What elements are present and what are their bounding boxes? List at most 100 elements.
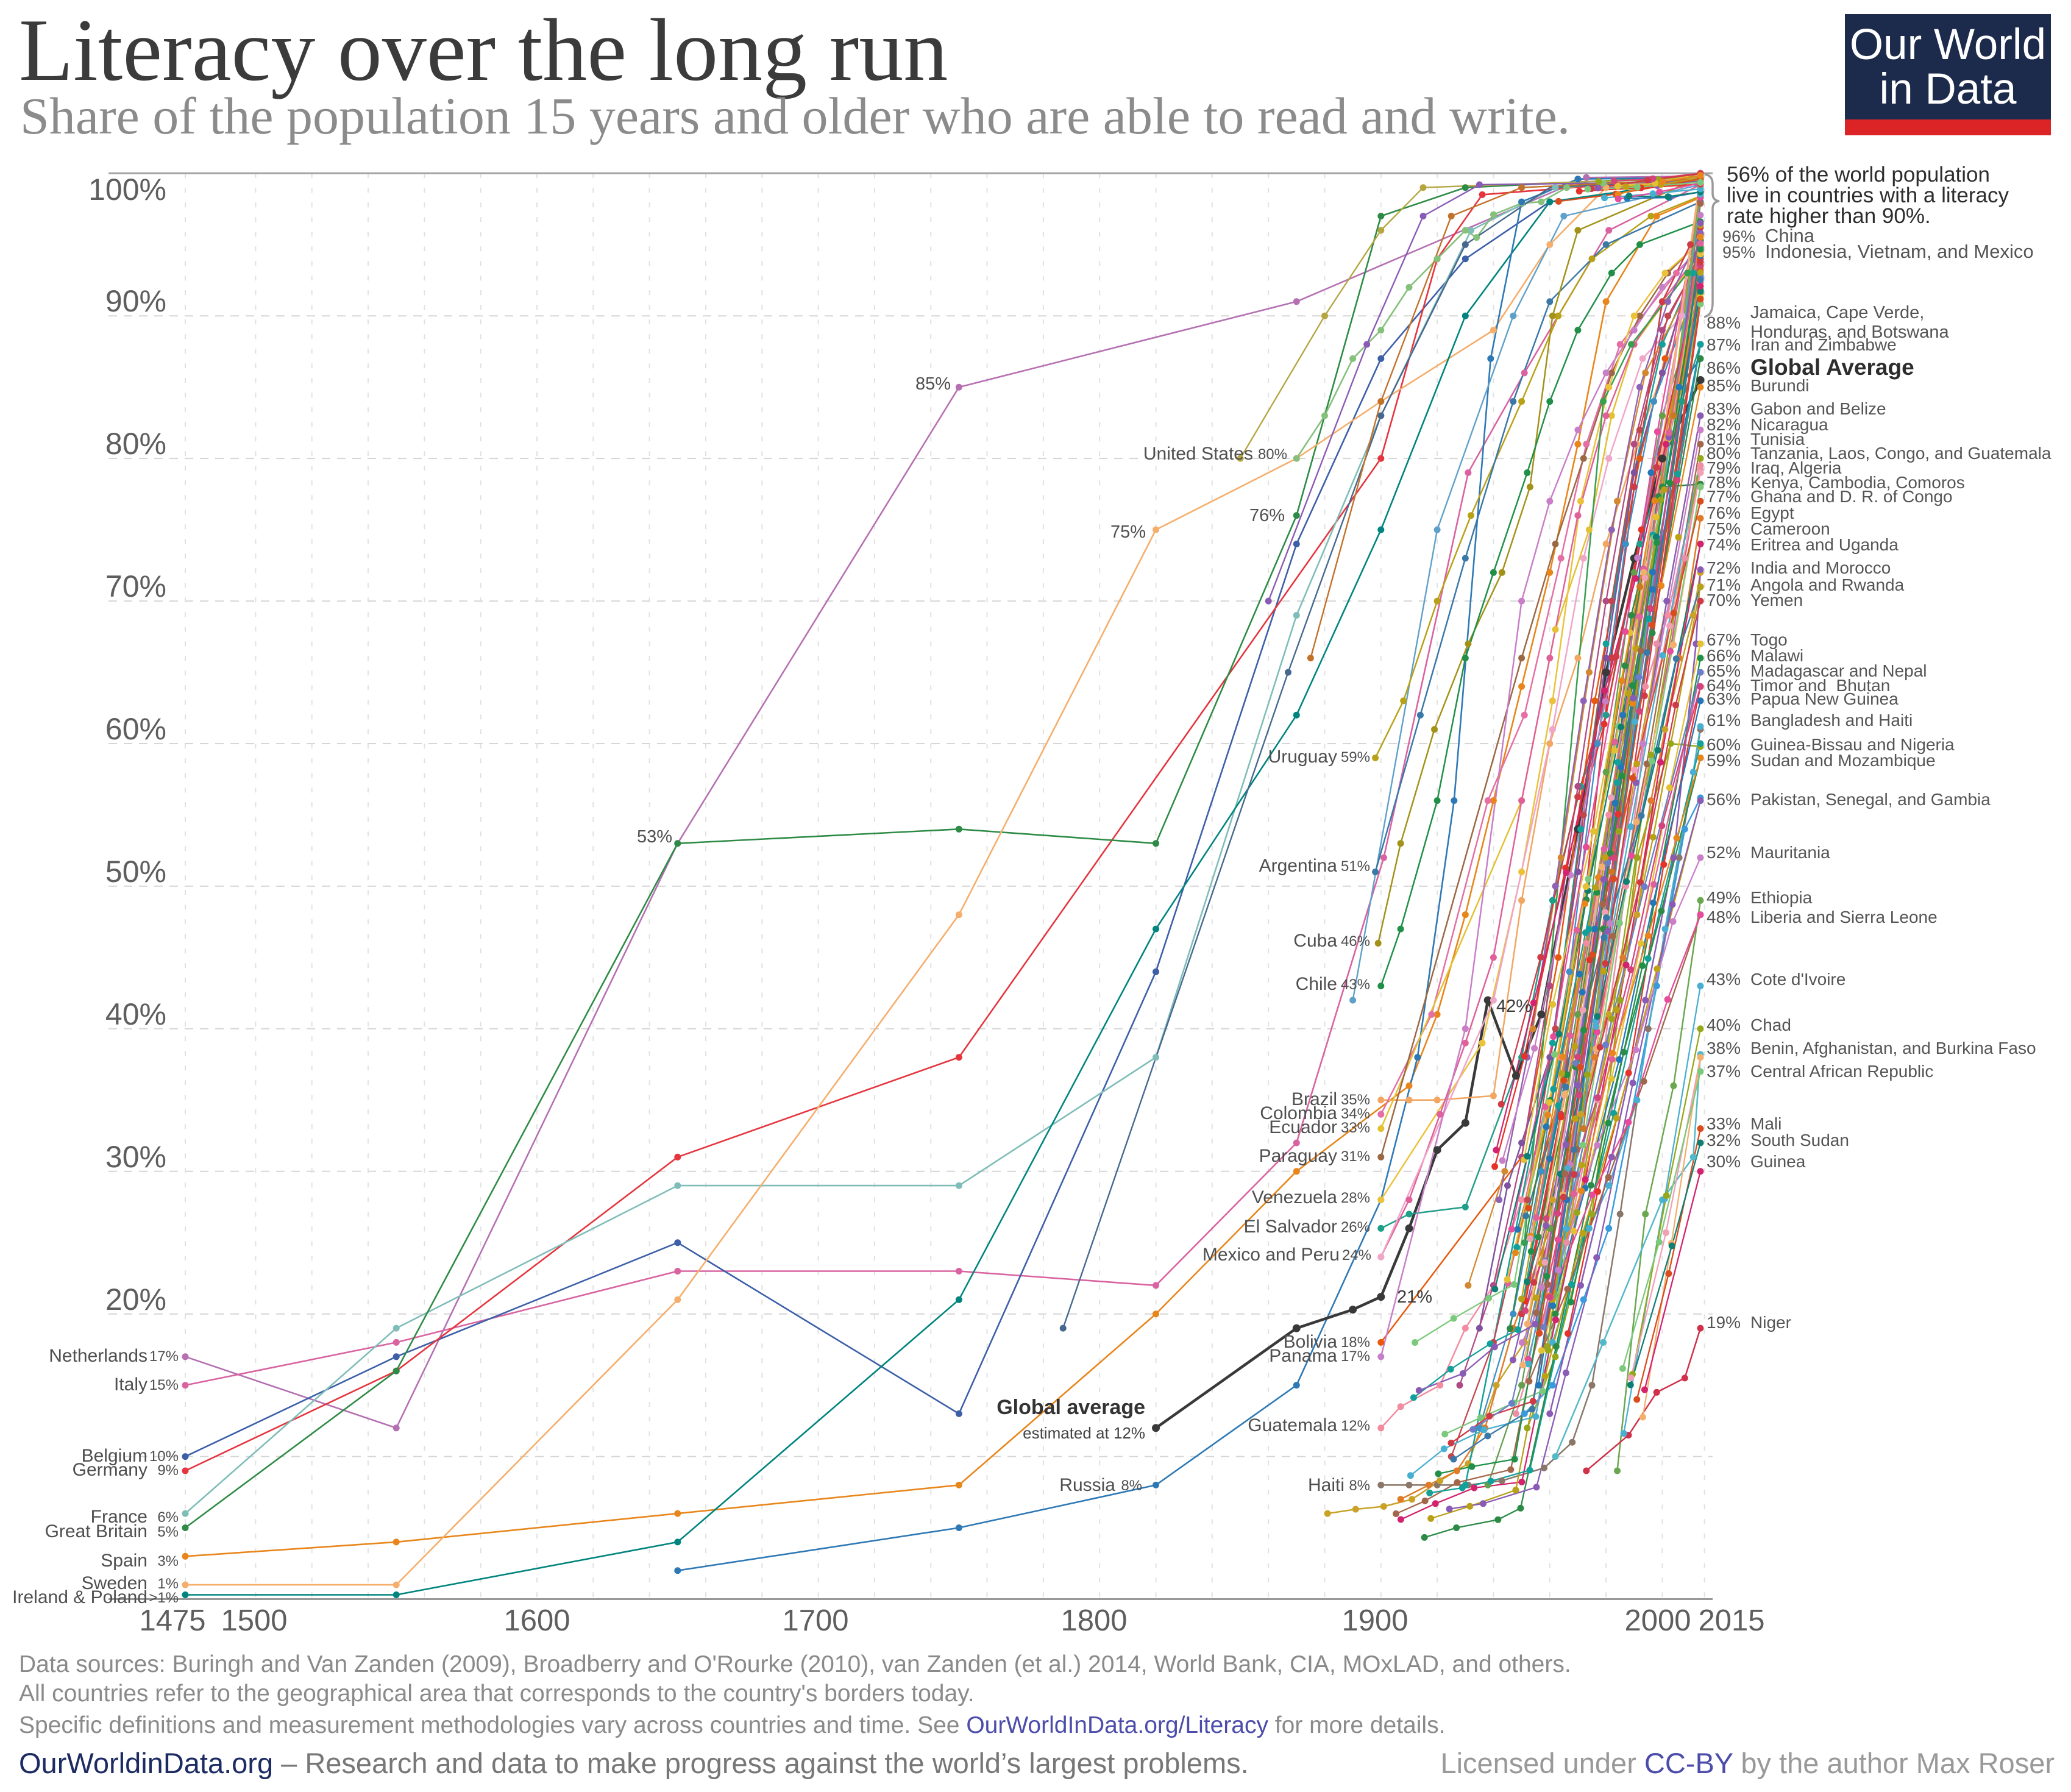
- svg-text:60%: 60%: [105, 712, 166, 746]
- svg-text:Netherlands: Netherlands: [49, 1346, 147, 1366]
- svg-text:Honduras, and Botswana: Honduras, and Botswana: [1750, 322, 1950, 342]
- svg-text:Argentina: Argentina: [1259, 856, 1338, 876]
- svg-text:90%: 90%: [105, 284, 166, 318]
- svg-text:Madagascar and Nepal: Madagascar and Nepal: [1750, 661, 1927, 680]
- svg-text:80%: 80%: [1258, 446, 1287, 463]
- svg-text:Specific definitions and measu: Specific definitions and measurement met…: [19, 1712, 1445, 1738]
- svg-text:80%: 80%: [1707, 444, 1741, 463]
- svg-text:1500: 1500: [221, 1604, 287, 1637]
- svg-text:Eritrea and Uganda: Eritrea and Uganda: [1750, 535, 1899, 554]
- svg-text:30%: 30%: [105, 1140, 166, 1174]
- svg-text:59%: 59%: [1707, 751, 1741, 770]
- svg-text:1700: 1700: [782, 1604, 848, 1637]
- svg-text:8%: 8%: [1121, 1477, 1142, 1494]
- svg-text:8%: 8%: [1349, 1477, 1370, 1494]
- svg-text:Literacy over the long run: Literacy over the long run: [19, 1, 948, 99]
- svg-text:estimated at 12%: estimated at 12%: [1023, 1424, 1145, 1442]
- svg-text:Iran and Zimbabwe: Iran and Zimbabwe: [1750, 335, 1897, 354]
- svg-text:40%: 40%: [1707, 1015, 1741, 1034]
- svg-text:Our World: Our World: [1850, 21, 2046, 69]
- svg-text:Paraguay: Paraguay: [1259, 1146, 1337, 1166]
- svg-text:19%: 19%: [1707, 1313, 1741, 1332]
- svg-text:72%: 72%: [1707, 558, 1741, 577]
- svg-text:32%: 32%: [1707, 1131, 1741, 1150]
- svg-text:Russia: Russia: [1059, 1475, 1115, 1495]
- svg-text:Ethiopia: Ethiopia: [1750, 888, 1813, 907]
- svg-text:rate higher than 90%.: rate higher than 90%.: [1727, 204, 1931, 228]
- svg-text:France: France: [91, 1507, 147, 1527]
- svg-text:Licensed under CC-BY by the au: Licensed under CC-BY by the author Max R…: [1440, 1747, 2055, 1779]
- svg-text:China: China: [1765, 225, 1815, 246]
- svg-text:Sweden: Sweden: [82, 1573, 147, 1593]
- svg-text:38%: 38%: [1707, 1039, 1741, 1058]
- svg-text:Egypt: Egypt: [1750, 503, 1794, 522]
- svg-text:Cuba: Cuba: [1293, 931, 1337, 951]
- svg-text:9%: 9%: [157, 1462, 179, 1479]
- svg-text:Tanzania, Laos, Congo, and Gua: Tanzania, Laos, Congo, and Guatemala: [1750, 444, 2051, 463]
- svg-text:Benin, Afghanistan, and Burkin: Benin, Afghanistan, and Burkina Faso: [1750, 1039, 2036, 1058]
- svg-text:24%: 24%: [1342, 1247, 1371, 1264]
- svg-text:Mauritania: Mauritania: [1750, 843, 1830, 862]
- svg-text:95%: 95%: [1722, 243, 1755, 261]
- svg-text:2015: 2015: [1698, 1604, 1764, 1637]
- svg-text:Spain: Spain: [101, 1551, 147, 1571]
- svg-text:Sudan and Mozambique: Sudan and Mozambique: [1750, 751, 1936, 770]
- svg-text:26%: 26%: [1341, 1219, 1370, 1236]
- svg-text:42%: 42%: [1496, 997, 1532, 1016]
- svg-text:Burundi: Burundi: [1750, 376, 1810, 395]
- svg-text:46%: 46%: [1341, 933, 1370, 950]
- svg-text:20%: 20%: [105, 1282, 166, 1317]
- svg-text:Colombia: Colombia: [1260, 1103, 1337, 1123]
- svg-text:Great Britain: Great Britain: [45, 1521, 147, 1541]
- svg-text:31%: 31%: [1341, 1148, 1370, 1165]
- svg-text:49%: 49%: [1707, 888, 1741, 907]
- svg-text:17%: 17%: [149, 1348, 179, 1365]
- svg-text:10%: 10%: [149, 1448, 179, 1465]
- svg-text:1%: 1%: [157, 1576, 179, 1592]
- svg-text:Ireland & Poland: Ireland & Poland: [12, 1587, 147, 1607]
- svg-text:Panama: Panama: [1269, 1346, 1337, 1366]
- svg-text:Tunisia: Tunisia: [1750, 430, 1805, 449]
- svg-text:Share of the population 15 yea: Share of the population 15 years and old…: [20, 87, 1570, 145]
- svg-text:Yemen: Yemen: [1750, 591, 1803, 610]
- svg-text:79%: 79%: [1707, 458, 1741, 477]
- svg-text:67%: 67%: [1707, 630, 1741, 649]
- svg-text:Cote d'Ivoire: Cote d'Ivoire: [1750, 970, 1845, 989]
- svg-text:Data sources: Buringh and Van: Data sources: Buringh and Van Zanden (20…: [19, 1651, 1571, 1677]
- svg-text:1475: 1475: [139, 1604, 205, 1637]
- svg-text:Togo: Togo: [1750, 630, 1788, 649]
- svg-text:Gabon and Belize: Gabon and Belize: [1750, 399, 1886, 418]
- svg-text:85%: 85%: [915, 374, 951, 394]
- svg-text:All countries refer to the geo: All countries refer to the geographical …: [19, 1680, 975, 1707]
- svg-text:Nicaragua: Nicaragua: [1750, 415, 1828, 434]
- svg-text:18%: 18%: [1341, 1334, 1370, 1351]
- svg-text:Belgium: Belgium: [82, 1446, 147, 1466]
- svg-text:61%: 61%: [1707, 711, 1741, 730]
- svg-text:Brazil: Brazil: [1291, 1089, 1337, 1109]
- svg-text:52%: 52%: [1707, 843, 1741, 862]
- svg-text:Cameroon: Cameroon: [1750, 519, 1830, 538]
- svg-text:Bangladesh and Haiti: Bangladesh and Haiti: [1750, 711, 1913, 730]
- svg-text:Uruguay: Uruguay: [1268, 747, 1337, 767]
- svg-text:70%: 70%: [105, 569, 166, 603]
- svg-text:66%: 66%: [1707, 646, 1741, 665]
- svg-text:Germany: Germany: [73, 1460, 147, 1480]
- svg-text:59%: 59%: [1341, 749, 1370, 766]
- svg-text:Chile: Chile: [1296, 974, 1337, 994]
- svg-text:81%: 81%: [1707, 430, 1741, 449]
- svg-text:71%: 71%: [1707, 575, 1741, 594]
- svg-text:56% of the world population: 56% of the world population: [1727, 163, 1990, 187]
- svg-text:Guinea-Bissau and Nigeria: Guinea-Bissau and Nigeria: [1750, 735, 1955, 754]
- svg-text:El Salvador: El Salvador: [1244, 1217, 1337, 1237]
- svg-text:33%: 33%: [1707, 1114, 1741, 1133]
- svg-text:Mali: Mali: [1750, 1114, 1781, 1133]
- svg-text:Indonesia, Vietnam, and Mexico: Indonesia, Vietnam, and Mexico: [1765, 241, 2034, 262]
- svg-text:96%: 96%: [1722, 227, 1755, 246]
- svg-text:Jamaica, Cape Verde,: Jamaica, Cape Verde,: [1750, 303, 1924, 322]
- svg-text:82%: 82%: [1707, 415, 1741, 434]
- svg-text:Italy: Italy: [114, 1374, 147, 1395]
- svg-text:48%: 48%: [1707, 908, 1741, 926]
- svg-text:Ecuador: Ecuador: [1269, 1117, 1337, 1137]
- svg-text:83%: 83%: [1707, 399, 1741, 418]
- svg-text:Guinea: Guinea: [1750, 1152, 1806, 1171]
